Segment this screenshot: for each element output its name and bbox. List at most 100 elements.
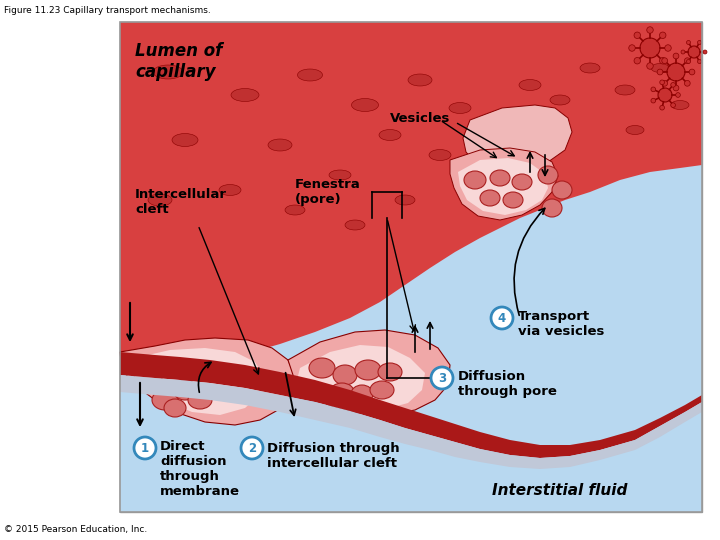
Circle shape bbox=[647, 27, 653, 33]
Ellipse shape bbox=[188, 391, 212, 409]
Ellipse shape bbox=[538, 166, 558, 184]
Ellipse shape bbox=[519, 79, 541, 91]
Ellipse shape bbox=[152, 390, 178, 410]
Text: © 2015 Pearson Education, Inc.: © 2015 Pearson Education, Inc. bbox=[4, 525, 148, 534]
Text: Transport
via vesicles: Transport via vesicles bbox=[518, 310, 604, 338]
Text: Diffusion
through pore: Diffusion through pore bbox=[458, 370, 557, 398]
Circle shape bbox=[689, 69, 695, 75]
Bar bbox=[120, 22, 702, 512]
Polygon shape bbox=[298, 345, 425, 410]
Polygon shape bbox=[450, 148, 558, 220]
Text: 3: 3 bbox=[438, 372, 446, 384]
Polygon shape bbox=[288, 330, 450, 415]
Circle shape bbox=[647, 63, 653, 69]
Polygon shape bbox=[458, 158, 548, 215]
Text: Lumen of
capillary: Lumen of capillary bbox=[135, 42, 222, 81]
Ellipse shape bbox=[503, 192, 523, 208]
Circle shape bbox=[651, 98, 656, 103]
Polygon shape bbox=[120, 375, 702, 469]
Ellipse shape bbox=[408, 74, 432, 86]
Circle shape bbox=[671, 83, 675, 87]
Text: 2: 2 bbox=[248, 442, 256, 455]
Circle shape bbox=[634, 32, 641, 38]
Circle shape bbox=[703, 50, 707, 54]
Circle shape bbox=[698, 59, 701, 64]
Text: Vesicles: Vesicles bbox=[390, 111, 451, 125]
Circle shape bbox=[687, 59, 690, 64]
Circle shape bbox=[665, 45, 671, 51]
Ellipse shape bbox=[231, 89, 259, 102]
Ellipse shape bbox=[461, 195, 479, 205]
Ellipse shape bbox=[550, 95, 570, 105]
Circle shape bbox=[660, 32, 666, 38]
Polygon shape bbox=[120, 22, 702, 512]
Ellipse shape bbox=[333, 365, 357, 385]
Circle shape bbox=[629, 45, 635, 51]
Ellipse shape bbox=[355, 360, 381, 380]
Circle shape bbox=[675, 93, 680, 97]
Ellipse shape bbox=[268, 139, 292, 151]
Ellipse shape bbox=[651, 64, 669, 72]
Circle shape bbox=[673, 53, 679, 59]
Polygon shape bbox=[133, 348, 265, 415]
Text: Interstitial fluid: Interstitial fluid bbox=[492, 483, 628, 498]
Text: 4: 4 bbox=[498, 312, 506, 325]
Ellipse shape bbox=[626, 125, 644, 134]
Circle shape bbox=[657, 69, 663, 75]
Circle shape bbox=[688, 46, 700, 58]
Circle shape bbox=[660, 80, 665, 85]
Ellipse shape bbox=[219, 185, 241, 195]
Circle shape bbox=[491, 307, 513, 329]
Ellipse shape bbox=[379, 130, 401, 140]
Ellipse shape bbox=[345, 220, 365, 230]
Circle shape bbox=[685, 58, 690, 64]
Ellipse shape bbox=[173, 380, 197, 400]
Ellipse shape bbox=[490, 170, 510, 186]
Ellipse shape bbox=[378, 363, 402, 381]
Text: Fenestra
(pore): Fenestra (pore) bbox=[295, 178, 361, 206]
Ellipse shape bbox=[580, 63, 600, 73]
Circle shape bbox=[651, 87, 656, 92]
Text: 1: 1 bbox=[141, 442, 149, 455]
Ellipse shape bbox=[464, 171, 486, 189]
Ellipse shape bbox=[153, 65, 183, 79]
Polygon shape bbox=[463, 105, 572, 172]
Polygon shape bbox=[120, 22, 702, 363]
Ellipse shape bbox=[297, 69, 323, 81]
Ellipse shape bbox=[480, 190, 500, 206]
Circle shape bbox=[431, 367, 453, 389]
Text: Intercellular
cleft: Intercellular cleft bbox=[135, 188, 227, 216]
Ellipse shape bbox=[552, 181, 572, 199]
Circle shape bbox=[658, 88, 672, 102]
Ellipse shape bbox=[351, 98, 379, 111]
Circle shape bbox=[698, 40, 701, 44]
Ellipse shape bbox=[285, 205, 305, 215]
Circle shape bbox=[634, 57, 641, 64]
Circle shape bbox=[685, 80, 690, 86]
Ellipse shape bbox=[671, 100, 689, 110]
Ellipse shape bbox=[172, 133, 198, 146]
Ellipse shape bbox=[500, 125, 520, 135]
Ellipse shape bbox=[164, 399, 186, 417]
Circle shape bbox=[671, 103, 675, 107]
Text: Diffusion through
intercellular cleft: Diffusion through intercellular cleft bbox=[267, 442, 400, 470]
Text: Direct
diffusion
through
membrane: Direct diffusion through membrane bbox=[160, 440, 240, 498]
Ellipse shape bbox=[329, 170, 351, 180]
Bar bbox=[120, 22, 702, 512]
Circle shape bbox=[673, 85, 679, 91]
Circle shape bbox=[640, 38, 660, 58]
Circle shape bbox=[660, 57, 666, 64]
Circle shape bbox=[134, 437, 156, 459]
Ellipse shape bbox=[512, 174, 532, 190]
Ellipse shape bbox=[449, 103, 471, 113]
Circle shape bbox=[667, 63, 685, 81]
Circle shape bbox=[662, 80, 667, 86]
Ellipse shape bbox=[148, 194, 172, 206]
Polygon shape bbox=[120, 338, 295, 425]
Ellipse shape bbox=[370, 381, 394, 399]
Ellipse shape bbox=[615, 85, 635, 95]
Circle shape bbox=[681, 50, 685, 54]
Circle shape bbox=[241, 437, 263, 459]
Circle shape bbox=[687, 40, 690, 44]
Ellipse shape bbox=[330, 383, 354, 401]
